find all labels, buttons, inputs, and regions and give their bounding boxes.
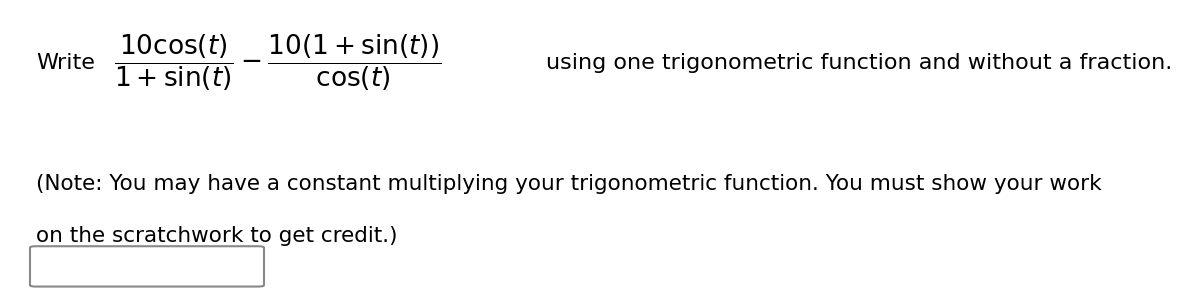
Text: on the scratchwork to get credit.): on the scratchwork to get credit.) [36,226,397,246]
Text: using one trigonometric function and without a fraction.: using one trigonometric function and wit… [546,53,1172,73]
Text: (Note: You may have a constant multiplying your trigonometric function. You must: (Note: You may have a constant multiplyi… [36,174,1102,194]
Text: $\dfrac{10\cos(t)}{1+\sin(t)} - \dfrac{10(1+\sin(t))}{\cos(t)}$: $\dfrac{10\cos(t)}{1+\sin(t)} - \dfrac{1… [114,33,442,94]
Text: Write: Write [36,53,95,73]
